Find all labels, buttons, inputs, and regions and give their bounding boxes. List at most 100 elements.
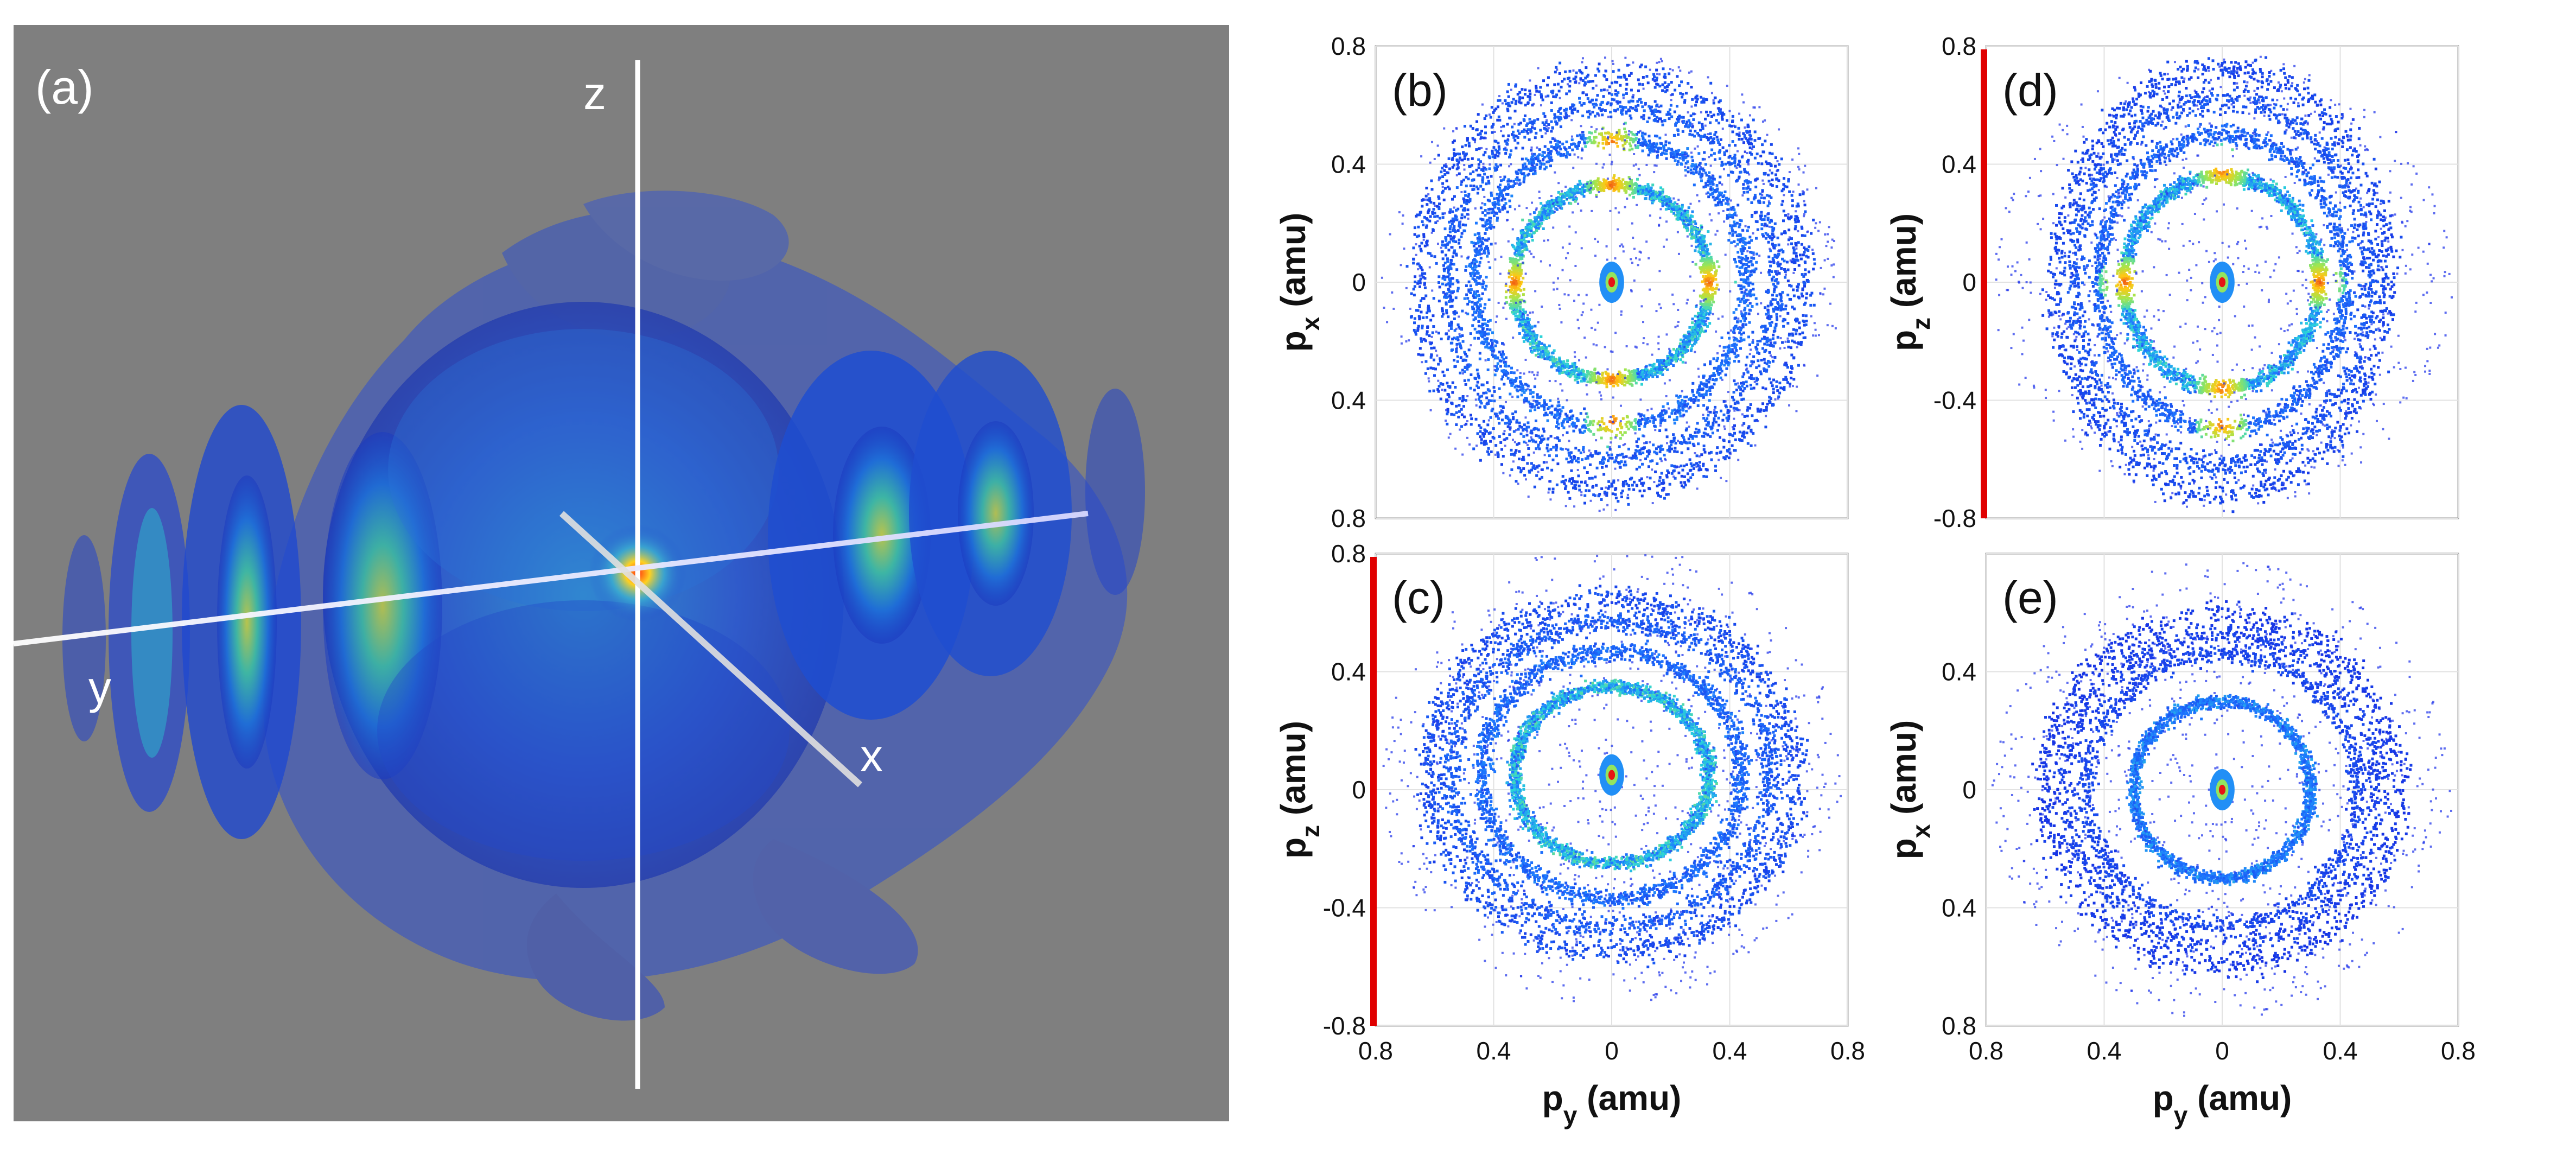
data-point — [1545, 201, 1548, 204]
data-point — [1586, 380, 1589, 383]
data-point — [1695, 263, 1697, 266]
data-point — [1691, 321, 1694, 324]
data-point — [1551, 359, 1554, 362]
data-point — [1518, 281, 1521, 284]
data-point — [1694, 249, 1696, 252]
data-point — [1707, 230, 1709, 233]
data-point — [1535, 354, 1537, 357]
data-point — [1645, 368, 1648, 371]
data-point — [1527, 228, 1530, 231]
data-point — [1521, 219, 1524, 221]
data-point — [1699, 247, 1701, 250]
data-point — [1569, 202, 1572, 205]
data-point — [1601, 373, 1604, 376]
data-point — [1716, 284, 1719, 287]
data-point — [1713, 266, 1716, 269]
data-point — [1513, 297, 1516, 300]
data-point — [1704, 323, 1707, 326]
data-point — [1629, 372, 1632, 375]
data-point — [1706, 248, 1709, 251]
data-point — [1606, 385, 1608, 388]
data-point — [1687, 343, 1690, 346]
data-point — [1701, 322, 1704, 325]
data-point — [1694, 340, 1697, 342]
data-point — [1714, 292, 1716, 295]
data-point — [1621, 179, 1624, 181]
data-point — [1582, 195, 1585, 198]
data-point — [1519, 306, 1522, 308]
data-point — [1522, 293, 1525, 296]
data-point — [1651, 183, 1654, 186]
data-point — [1518, 332, 1521, 335]
data-point — [1631, 384, 1633, 387]
data-point — [1702, 275, 1705, 278]
data-point — [1707, 318, 1709, 320]
data-point — [1624, 369, 1627, 371]
data-point — [1656, 375, 1659, 378]
data-point — [1521, 250, 1524, 253]
data-point — [1613, 174, 1615, 177]
data-point — [1631, 370, 1633, 373]
data-point — [1574, 375, 1576, 378]
data-point — [1531, 326, 1534, 328]
data-point — [1702, 264, 1704, 266]
data-point — [1645, 188, 1648, 191]
data-point — [1644, 197, 1646, 200]
data-point — [1691, 344, 1694, 347]
data-point — [1679, 342, 1682, 345]
data-point — [1714, 278, 1717, 281]
data-point — [1580, 380, 1583, 383]
data-point — [1612, 385, 1615, 388]
data-point — [1691, 318, 1694, 320]
data-point — [1532, 347, 1535, 350]
data-point — [1621, 376, 1624, 378]
data-point — [1694, 220, 1696, 223]
data-point — [1542, 227, 1545, 230]
data-point — [1642, 189, 1645, 192]
data-point — [1533, 211, 1536, 214]
data-point — [1651, 375, 1654, 378]
data-point — [1607, 380, 1610, 383]
data-point — [1629, 194, 1631, 196]
data-point — [1566, 359, 1569, 362]
data-point — [1697, 337, 1700, 340]
data-point — [1696, 239, 1699, 242]
data-point — [1624, 187, 1626, 189]
panel-b: 0.80.400.40.8(b)px (amu)py (amu) — [1274, 32, 1848, 622]
data-point — [1640, 383, 1643, 386]
data-point — [1620, 181, 1623, 183]
data-point — [1669, 350, 1671, 352]
data-point — [1701, 308, 1703, 310]
data-point — [1704, 310, 1707, 313]
data-point — [1651, 372, 1653, 375]
data-point — [1624, 380, 1626, 383]
data-point — [1680, 358, 1682, 361]
data-point — [1635, 382, 1638, 384]
data-point — [1522, 337, 1524, 339]
data-point — [1624, 384, 1626, 386]
data-point — [1665, 208, 1668, 211]
data-point — [1519, 289, 1522, 292]
data-point — [1505, 290, 1508, 293]
data-point — [1670, 362, 1672, 365]
data-point — [1709, 312, 1712, 314]
data-point — [1694, 227, 1696, 230]
data-point — [1715, 287, 1718, 290]
data-point — [1694, 315, 1697, 318]
data-point — [1525, 226, 1528, 228]
data-point — [1621, 380, 1624, 383]
data-point — [1690, 350, 1693, 352]
data-point — [1612, 176, 1615, 179]
data-point — [1694, 324, 1696, 327]
data-point — [1672, 364, 1675, 367]
data-point — [1709, 243, 1712, 245]
data-point — [1695, 246, 1697, 249]
data-point — [1718, 265, 1720, 268]
data-point — [1712, 301, 1715, 303]
data-point — [1662, 205, 1664, 207]
data-point — [1612, 373, 1614, 376]
data-point — [1579, 182, 1582, 185]
data-point — [1704, 329, 1707, 332]
